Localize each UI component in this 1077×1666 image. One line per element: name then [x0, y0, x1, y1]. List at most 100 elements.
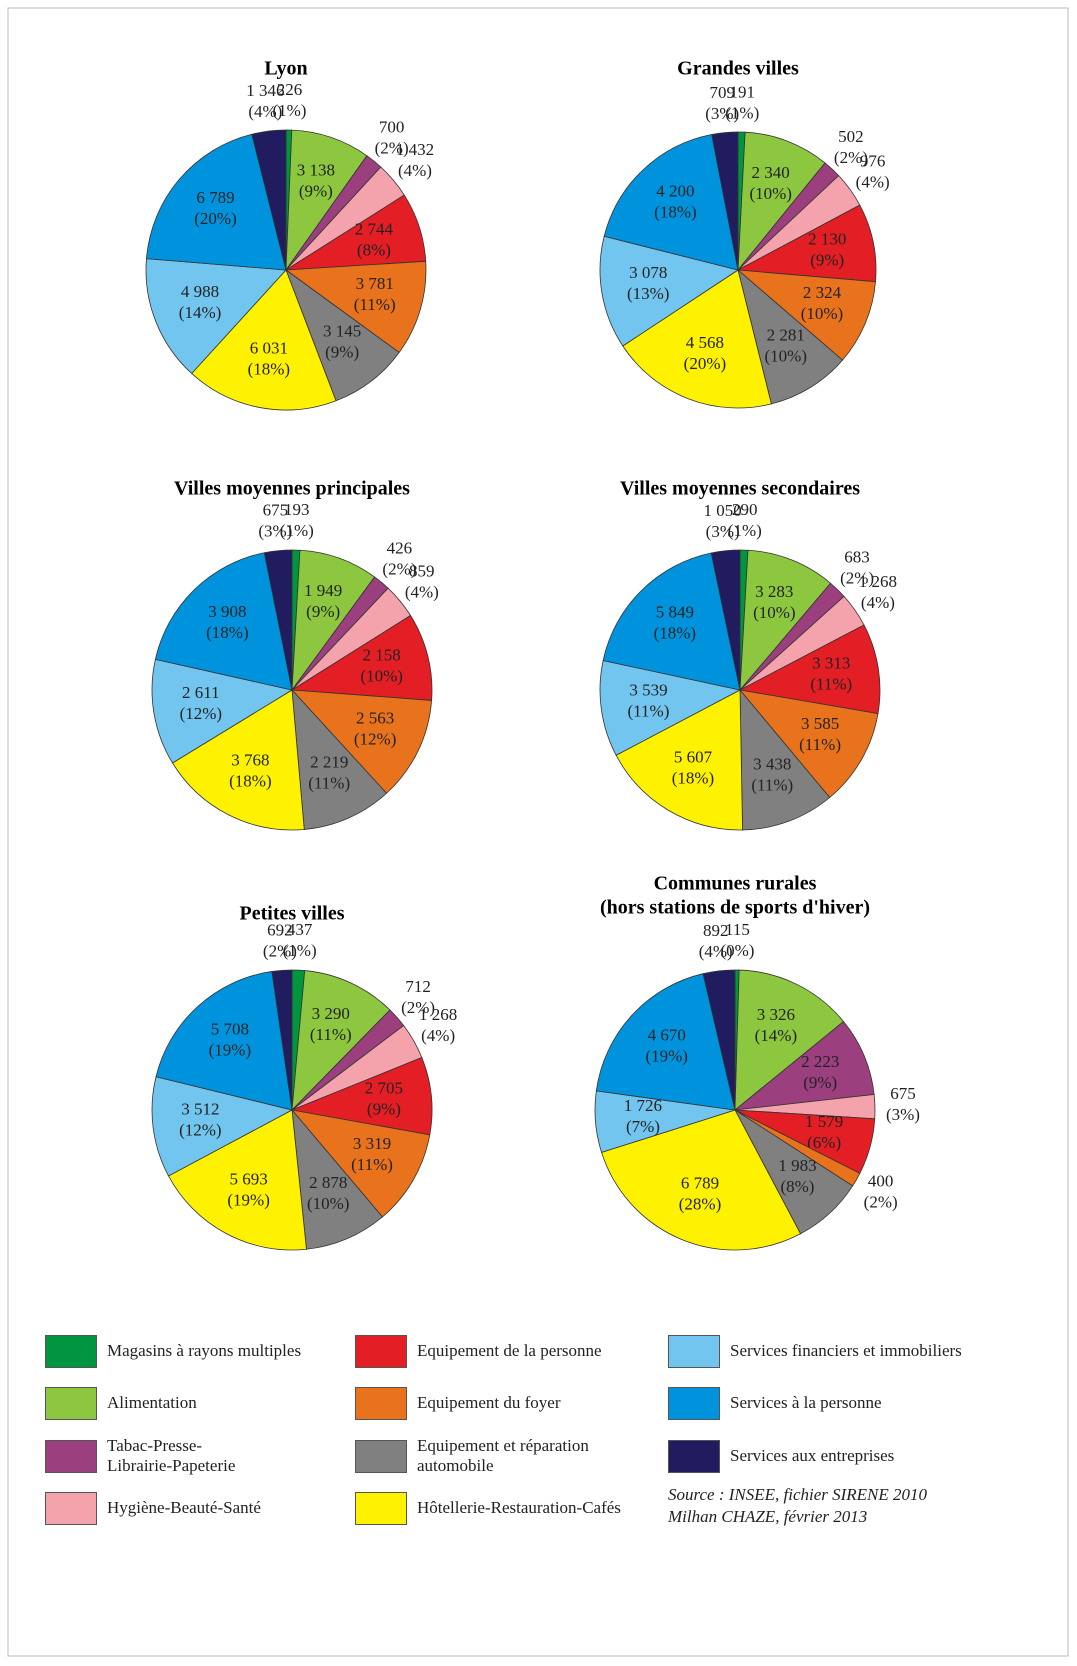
- percent-label: (2%): [263, 941, 297, 960]
- value-label: 3 319: [353, 1134, 391, 1153]
- value-label: 3 290: [312, 1004, 350, 1023]
- percent-label: (28%): [679, 1194, 721, 1213]
- pie-slice: [601, 1109, 802, 1251]
- percent-label: (18%): [672, 768, 714, 787]
- percent-label: (10%): [360, 667, 402, 686]
- value-label: 2 130: [808, 230, 846, 249]
- legend-swatch: [45, 1387, 97, 1420]
- pie-slice: [736, 269, 876, 361]
- value-label: 191: [730, 82, 756, 101]
- percent-label: (7%): [626, 1117, 660, 1136]
- percent-label: (10%): [801, 304, 843, 323]
- pie-slice: [167, 1109, 307, 1251]
- legend-label: Equipement du foyer: [417, 1393, 561, 1412]
- percent-label: (3%): [886, 1105, 920, 1124]
- legend-label: Equipement et réparation automobile: [417, 1436, 589, 1475]
- percent-label: (1%): [272, 101, 306, 120]
- value-label: 115: [725, 920, 750, 939]
- value-label: 3 539: [629, 680, 667, 699]
- pie-slice: [603, 134, 739, 271]
- percent-label: (8%): [780, 1177, 814, 1196]
- value-label: 3 768: [231, 750, 269, 769]
- pie-slice: [595, 973, 736, 1111]
- percent-label: (11%): [810, 674, 852, 693]
- percent-label: (13%): [627, 284, 669, 303]
- pie-slice: [291, 970, 391, 1112]
- percent-label: (19%): [645, 1047, 687, 1066]
- pie-slice: [710, 549, 741, 691]
- value-label: 2 744: [355, 219, 394, 238]
- percent-label: (18%): [654, 203, 696, 222]
- value-label: 1 268: [859, 572, 897, 591]
- percent-label: (10%): [753, 603, 795, 622]
- value-label: 193: [284, 500, 310, 519]
- pie-slice: [154, 552, 293, 691]
- percent-label: (19%): [209, 1041, 251, 1060]
- pie-slice: [251, 129, 287, 271]
- value-label: 3 138: [297, 160, 335, 179]
- value-label: 2 281: [767, 325, 805, 344]
- chart-title: Lyon: [264, 58, 307, 80]
- value-label: 3 512: [181, 1099, 219, 1118]
- percent-label: (1%): [728, 521, 762, 540]
- value-label: 976: [860, 152, 886, 171]
- pie-slice: [734, 969, 845, 1111]
- percent-label: (4%): [861, 593, 895, 612]
- legend-label: Equipement de la personne: [417, 1341, 602, 1360]
- pie-slice: [733, 1020, 875, 1111]
- percent-label: (2%): [864, 1193, 898, 1212]
- legend-label: Alimentation: [107, 1393, 197, 1412]
- pie-slice: [155, 970, 293, 1111]
- percent-label: (3%): [706, 522, 740, 541]
- chart-subtitle: (hors stations de sports d'hiver): [600, 897, 870, 919]
- value-label: 675: [263, 501, 289, 520]
- value-label: 2 158: [363, 646, 401, 665]
- legend-label: Services financiers et immobiliers: [730, 1341, 962, 1360]
- pie-slice: [271, 969, 293, 1111]
- value-label: 1 050: [704, 501, 742, 520]
- legend-label: Tabac-Presse- Librairie-Papeterie: [107, 1436, 236, 1475]
- percent-label: (14%): [755, 1026, 797, 1045]
- legend-swatch: [355, 1492, 407, 1525]
- percent-label: (4%): [856, 173, 890, 192]
- pie-slice: [739, 688, 831, 831]
- value-label: 4 200: [656, 182, 694, 201]
- percent-label: (11%): [308, 773, 350, 792]
- value-label: 290: [732, 500, 758, 519]
- value-label: 1 346: [246, 81, 284, 100]
- chart-title: Grandes villes: [677, 58, 799, 80]
- value-label: 6 789: [196, 188, 234, 207]
- pie-slice: [151, 658, 294, 764]
- chart-title: Communes rurales: [654, 873, 817, 895]
- value-label: 4 670: [648, 1026, 686, 1045]
- percent-label: (11%): [354, 295, 396, 314]
- value-label: 3 283: [755, 582, 793, 601]
- percent-label: (12%): [179, 1120, 221, 1139]
- value-label: 3 313: [812, 653, 850, 672]
- pie-slice: [711, 131, 739, 271]
- value-label: 859: [409, 561, 435, 580]
- legend-swatch: [45, 1492, 97, 1525]
- pie-slice: [602, 552, 741, 691]
- value-label: 3 326: [757, 1005, 795, 1024]
- percent-label: (9%): [367, 1099, 401, 1118]
- pie-slice: [285, 268, 400, 402]
- percent-label: (8%): [357, 240, 391, 259]
- pie-slice: [191, 269, 337, 411]
- value-label: 426: [387, 539, 413, 558]
- value-label: 5 849: [656, 602, 694, 621]
- percent-label: (0%): [720, 941, 754, 960]
- percent-label: (11%): [751, 775, 793, 794]
- percent-label: (4%): [699, 942, 733, 961]
- legend-label: Hygiène-Beauté-Santé: [107, 1498, 261, 1517]
- value-label: 6 031: [250, 339, 288, 358]
- pie-slice: [284, 260, 427, 354]
- percent-label: (20%): [194, 209, 236, 228]
- percent-label: (19%): [227, 1191, 269, 1210]
- value-label: 437: [287, 920, 313, 939]
- percent-label: (3%): [705, 104, 739, 123]
- pie-slice: [738, 689, 879, 799]
- percent-label: (18%): [229, 771, 271, 790]
